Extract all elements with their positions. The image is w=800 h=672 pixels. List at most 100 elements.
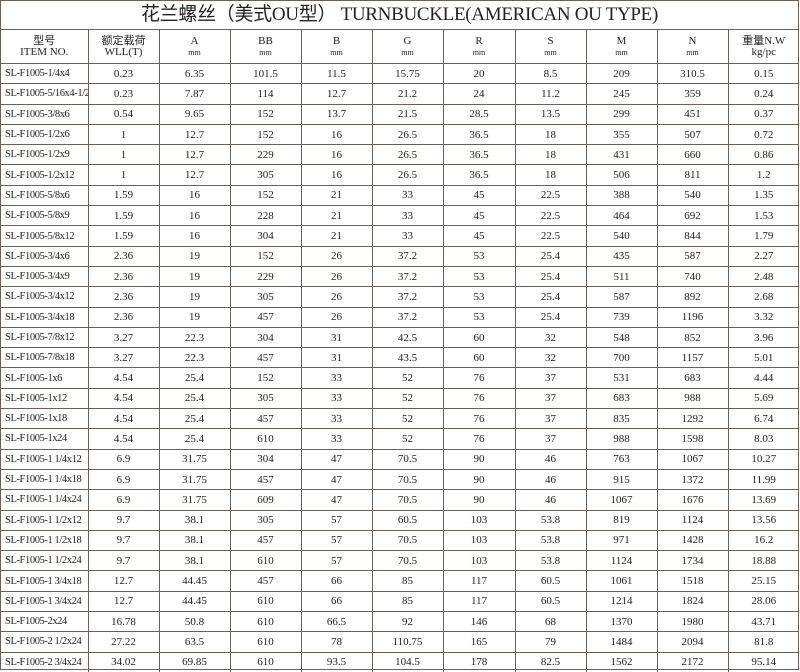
value-cell: 2094 (656, 631, 729, 653)
value-cell: 683 (585, 387, 658, 410)
value-cell: 33 (371, 225, 444, 247)
item-number-cell: SL-F1005-1/2x12 (1, 164, 89, 186)
value-cell: 18 (514, 123, 587, 146)
value-cell: 31.75 (158, 468, 231, 491)
value-cell: 18 (514, 164, 587, 186)
value-cell: 610 (229, 550, 302, 572)
column-label: N (688, 34, 697, 47)
item-number-cell: SL-F1005-5/8x9 (1, 205, 89, 227)
value-cell: 70.5 (371, 468, 444, 491)
value-cell: 90 (442, 448, 516, 470)
value-cell: 26 (300, 265, 373, 288)
table-row: SL-F1005-1 1/4x12 6.9 31.75 304 47 70.5 90 46 76… (1, 448, 799, 470)
value-cell: 44.45 (158, 570, 231, 592)
table-row: SL-F1005-1 1/4x24 6.9 31.75 609 47 70.5 90 46 10… (1, 489, 799, 511)
item-number-cell: SL-F1005-1x6 (1, 367, 89, 389)
value-cell: 26.5 (371, 123, 444, 146)
value-cell: 388 (585, 184, 658, 207)
value-cell: 3.27 (87, 326, 160, 349)
value-cell: 53.8 (514, 529, 587, 552)
value-cell: 18.88 (727, 550, 799, 572)
value-cell: 45 (442, 184, 516, 207)
value-cell: 52 (371, 387, 444, 410)
item-number-cell: SL-F1005-1 1/4x18 (1, 468, 89, 491)
table-row: SL-F1005-1 1/2x12 9.7 38.1 305 57 60.5 103 53.8… (1, 509, 799, 531)
value-cell: 13.5 (514, 103, 587, 125)
item-number-cell: SL-F1005-3/4x12 (1, 286, 89, 308)
value-cell: 81.8 (727, 631, 799, 653)
item-number-cell: SL-F1005-1x12 (1, 387, 89, 410)
value-cell: 114 (229, 83, 302, 105)
table-row: SL-F1005-5/8x12 1.59 16 304 21 33 45 22.5 540 844… (1, 225, 799, 247)
table-row: SL-F1005-1 1/2x24 9.7 38.1 610 57 70.5 103 53.8… (1, 550, 799, 572)
value-cell: 1067 (585, 489, 658, 511)
value-cell: 44.45 (158, 590, 231, 613)
table-row: SL-F1005-5/8x6 1.59 16 152 21 33 45 22.5 388 540 1… (1, 184, 799, 207)
value-cell: 6.9 (87, 448, 160, 470)
value-cell: 25.4 (158, 408, 231, 430)
value-cell: 9.65 (158, 103, 231, 125)
value-cell: 507 (656, 123, 729, 146)
value-cell: 31 (300, 347, 373, 369)
value-cell: 19 (158, 286, 231, 308)
column-label: M (616, 34, 627, 47)
value-cell: 33 (371, 205, 444, 227)
item-number-cell: SL-F1005-1 1/4x24 (1, 489, 89, 511)
value-cell: 11.2 (514, 83, 587, 105)
value-cell: 21 (300, 225, 373, 247)
value-cell: 110.75 (371, 631, 444, 653)
item-number-cell: SL-F1005-1/2x6 (1, 123, 89, 146)
value-cell: 47 (300, 448, 373, 470)
value-cell: 6.35 (158, 62, 231, 85)
value-cell: 47 (300, 489, 373, 511)
value-cell: 26.5 (371, 164, 444, 186)
value-cell: 22.5 (514, 184, 587, 207)
value-cell: 6.74 (727, 408, 799, 430)
value-cell: 19 (158, 245, 231, 267)
item-number-cell: SL-F1005-2x24 (1, 611, 89, 633)
value-cell: 8.03 (727, 428, 799, 450)
value-cell: 66 (300, 570, 373, 592)
value-cell: 660 (656, 144, 729, 166)
value-cell: 43.71 (727, 611, 799, 633)
table-row: SL-F1005-5/16x4-1/2 0.23 7.87 114 12.7 21.2 24… (1, 83, 799, 105)
value-cell: 53 (442, 286, 516, 308)
table-row: SL-F1005-7/8x18 3.27 22.3 457 31 43.5 60 32 700 1… (1, 347, 799, 369)
value-cell: 43.5 (371, 347, 444, 369)
value-cell: 3.32 (727, 306, 799, 328)
value-cell: 25.4 (158, 367, 231, 389)
value-cell: 25.4 (514, 306, 587, 328)
value-cell: 76 (442, 367, 516, 389)
value-cell: 19 (158, 306, 231, 328)
value-cell: 22.3 (158, 347, 231, 369)
value-cell: 76 (442, 408, 516, 430)
value-cell: 53.8 (514, 550, 587, 572)
value-cell: 2.27 (727, 245, 799, 267)
table-title: 花兰螺丝（美式OU型） TURNBUCKLE(AMERICAN OU TYPE) (1, 1, 798, 30)
value-cell: 2.48 (727, 265, 799, 288)
value-cell: 844 (656, 225, 729, 247)
value-cell: 1196 (656, 306, 729, 328)
value-cell: 76 (442, 428, 516, 450)
value-cell: 11.5 (300, 62, 373, 85)
value-cell: 32 (514, 326, 587, 349)
value-cell: 76 (442, 387, 516, 410)
column-label: 重量N.W (742, 34, 786, 47)
value-cell: 57 (300, 550, 373, 572)
value-cell: 506 (585, 164, 658, 186)
value-cell: 37.2 (371, 265, 444, 288)
value-cell: 310.5 (656, 62, 729, 85)
value-cell: 740 (656, 265, 729, 288)
value-cell: 988 (585, 428, 658, 450)
column-label: G (403, 34, 412, 47)
column-label: BB (258, 34, 273, 47)
value-cell: 451 (656, 103, 729, 125)
value-cell: 9.7 (87, 529, 160, 552)
value-cell: 587 (656, 245, 729, 267)
value-cell: 0.24 (727, 83, 799, 105)
value-cell: 22.3 (158, 326, 231, 349)
value-cell: 13.7 (300, 103, 373, 125)
